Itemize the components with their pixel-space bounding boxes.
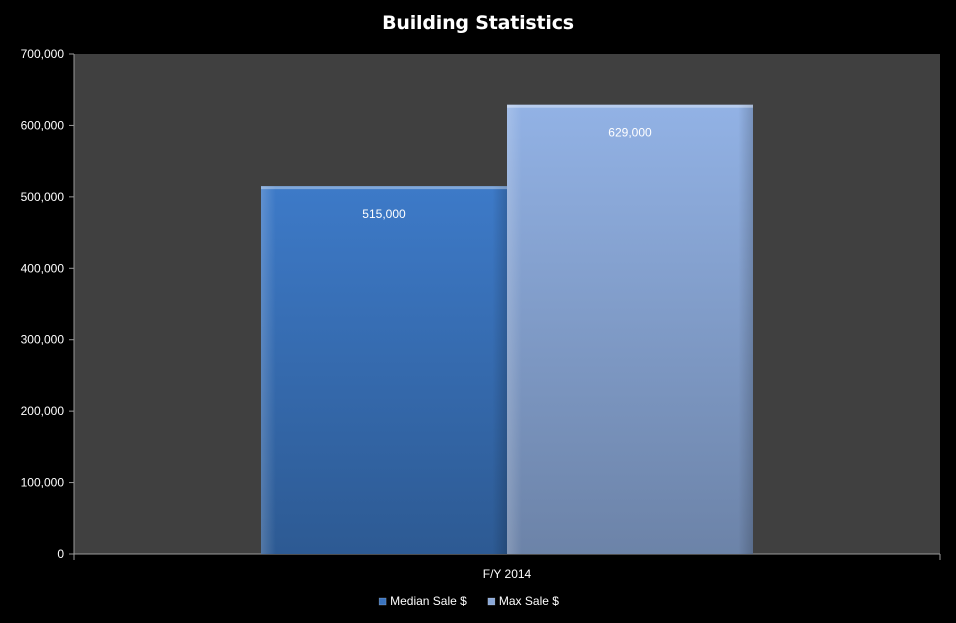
y-tick-label: 400,000 [21,261,65,275]
y-tick-label: 100,000 [21,476,65,490]
bar-shading [507,104,753,554]
y-tick-label: 700,000 [21,47,65,61]
y-tick-label: 200,000 [21,404,65,418]
legend-swatch [378,597,387,606]
y-tick-label: 300,000 [21,333,65,347]
legend: Median Sale $ Max Sale $ [378,594,559,608]
bar-top-highlight [507,104,753,108]
legend-label: Max Sale $ [499,594,559,608]
legend-swatch [487,597,496,606]
bar-data-label: 629,000 [608,126,652,140]
y-tick-label: 0 [57,547,64,561]
labels-group: 515,000 629,000 F/Y 2014 [362,126,652,581]
bars-group [261,104,753,554]
chart-title: Building Statistics [382,12,574,34]
bar-shading [261,186,507,554]
legend-label: Median Sale $ [390,594,467,608]
y-tick-label: 600,000 [21,118,65,132]
bar-top-highlight [261,186,507,190]
axis-group: 0 100,000 200,000 300,000 400,000 500,000 600,… [21,47,941,561]
y-tick-label: 500,000 [21,190,65,204]
bar-data-label: 515,000 [362,207,406,221]
x-tick-label: F/Y 2014 [483,567,532,581]
